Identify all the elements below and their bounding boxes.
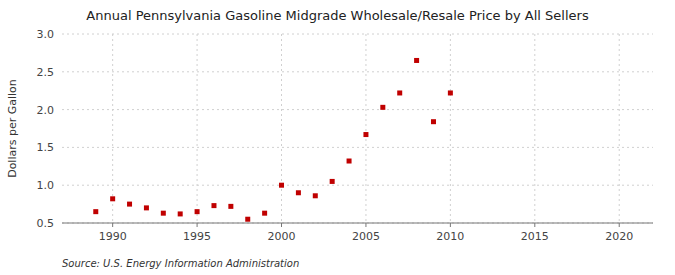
y-grid-line [62, 223, 653, 224]
source: Source: U.S. Energy Information Administ… [62, 258, 299, 269]
point [161, 211, 166, 216]
x-tick-label: 2005 [352, 230, 380, 243]
point [144, 205, 149, 210]
y-tick-label: 1.0 [37, 179, 55, 192]
x-tick-label: 2010 [436, 230, 464, 243]
y-grid-line [62, 185, 653, 186]
x-tick [365, 223, 366, 227]
y-grid-line [62, 147, 653, 148]
y-grid-line [62, 71, 653, 72]
point [380, 105, 385, 110]
point [127, 202, 132, 207]
x-tick [281, 223, 282, 227]
x-grid-line [534, 34, 535, 223]
point [363, 132, 368, 137]
point [262, 211, 267, 216]
y-tick-label: 2.5 [37, 66, 55, 79]
point [431, 119, 436, 124]
point [93, 209, 98, 214]
axes: 0.5 1.0 1.5 2.0 2.5 3.0 1990 1995 2000 2005 2010 20… [37, 28, 654, 243]
x-tick-label: 2020 [605, 230, 633, 243]
x-grid-line [365, 34, 366, 223]
y-tick-label: 2.0 [37, 104, 55, 117]
x-tick-label: 1990 [99, 230, 127, 243]
x-tick [619, 223, 620, 227]
point [330, 179, 335, 184]
point [414, 58, 419, 63]
chart-svg: Annual Pennsylvania Gasoline Midgrade Wh… [0, 0, 675, 275]
point [211, 203, 216, 208]
point [296, 190, 301, 195]
x-axis-line [62, 223, 653, 224]
x-tick-label: 2015 [521, 230, 549, 243]
x-grid-line [281, 34, 282, 223]
x-tick-label: 1995 [183, 230, 211, 243]
grid [62, 34, 653, 223]
title: Annual Pennsylvania Gasoline Midgrade Wh… [86, 8, 589, 23]
x-tick [534, 223, 535, 227]
point [195, 209, 200, 214]
y-tick-label: 3.0 [37, 28, 55, 41]
point [313, 193, 318, 198]
x-tick [450, 223, 451, 227]
points [93, 58, 453, 222]
y-grid-line [62, 34, 653, 35]
point [347, 159, 352, 164]
y-tick-label: 0.5 [37, 217, 55, 230]
point [245, 217, 250, 222]
y-tick-label: 1.5 [37, 141, 55, 154]
x-grid-line [112, 34, 113, 223]
x-grid-line [619, 34, 620, 223]
point [110, 196, 115, 201]
x-tick-label: 2000 [268, 230, 296, 243]
point [279, 183, 284, 188]
y-axis-label: Dollars per Gallon [6, 79, 19, 178]
point [178, 211, 183, 216]
point [397, 90, 402, 95]
x-grid-line [197, 34, 198, 223]
point [228, 204, 233, 209]
x-tick [197, 223, 198, 227]
x-grid-line [450, 34, 451, 223]
x-tick [112, 223, 113, 227]
chart-container: Annual Pennsylvania Gasoline Midgrade Wh… [0, 0, 675, 275]
y-grid-line [62, 109, 653, 110]
point [448, 90, 453, 95]
